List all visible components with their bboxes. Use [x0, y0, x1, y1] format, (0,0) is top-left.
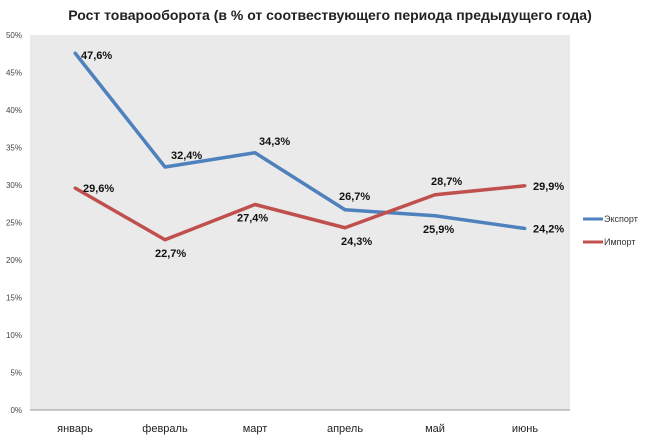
data-label: 26,7% — [339, 191, 370, 203]
y-tick-label: 15% — [6, 294, 22, 303]
series-line-import — [74, 184, 526, 242]
chart-title: Рост товарооборота (в % от соотвествующе… — [68, 7, 592, 23]
y-tick-label: 40% — [6, 106, 22, 115]
y-tick-label: 50% — [6, 31, 22, 40]
data-point — [73, 186, 77, 190]
x-tick-label: январь — [57, 423, 93, 435]
x-tick-label: февраль — [142, 423, 188, 435]
data-label: 47,6% — [81, 50, 112, 62]
data-label: 27,4% — [237, 213, 268, 225]
data-label: 22,7% — [155, 248, 186, 260]
data-label: 28,7% — [431, 176, 462, 188]
data-label: 29,6% — [83, 183, 114, 195]
data-point — [163, 238, 167, 242]
y-tick-label: 30% — [6, 181, 22, 190]
data-point — [163, 165, 167, 169]
y-tick-label: 20% — [6, 256, 22, 265]
data-point — [343, 226, 347, 230]
data-label: 25,9% — [423, 224, 454, 236]
y-tick-label: 5% — [10, 369, 22, 378]
data-point — [523, 227, 527, 230]
series-line-export — [73, 51, 526, 231]
y-tick-label: 10% — [6, 331, 22, 340]
x-tick-label: март — [243, 423, 268, 435]
y-tick-label: 0% — [10, 406, 22, 415]
y-tick-label: 25% — [6, 219, 22, 228]
y-tick-label: 45% — [6, 69, 22, 78]
x-tick-label: май — [425, 423, 445, 435]
legend-label: Экспорт — [604, 214, 638, 224]
data-point — [253, 203, 257, 206]
data-point — [343, 208, 347, 212]
y-tick-label: 35% — [6, 144, 22, 153]
data-label: 29,9% — [533, 181, 564, 193]
x-tick-label: апрель — [327, 423, 363, 435]
data-label: 34,3% — [259, 136, 290, 148]
legend-label: Импорт — [604, 237, 635, 247]
data-point — [433, 193, 437, 197]
x-tick-label: июнь — [512, 423, 538, 435]
data-label: 32,4% — [171, 150, 202, 162]
data-point — [253, 151, 257, 155]
data-point — [73, 51, 77, 55]
data-point — [523, 184, 527, 188]
data-point — [433, 214, 437, 218]
data-label: 24,2% — [533, 224, 564, 236]
data-label: 24,3% — [341, 236, 372, 248]
